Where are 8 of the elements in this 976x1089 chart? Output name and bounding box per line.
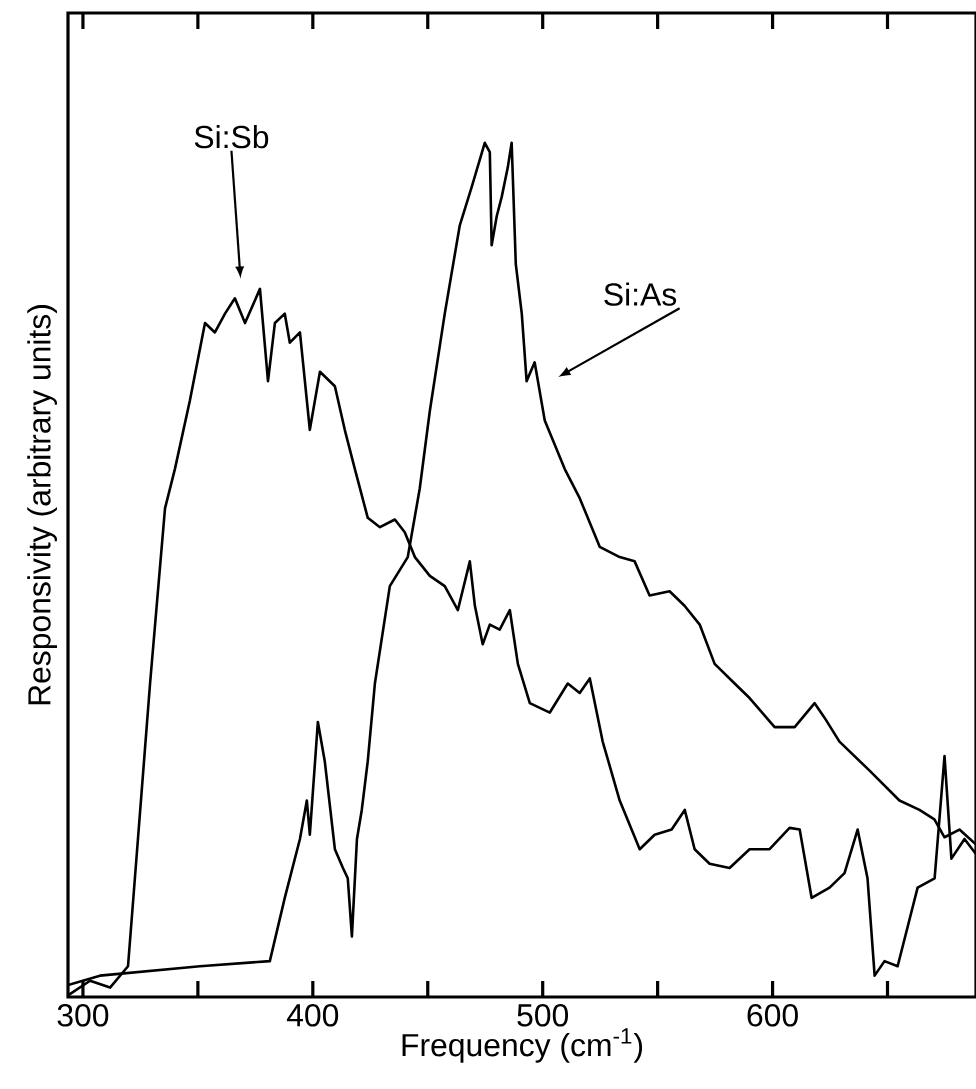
y-axis-title: Responsivity (arbitrary units) bbox=[27, 305, 57, 705]
x-tick-label: 500 bbox=[517, 1004, 569, 1027]
x-axis-title: Frequency (cm$^{-1}$) bbox=[402, 1028, 643, 1063]
annotation: Si:Sb bbox=[194, 124, 269, 149]
x-tick-label: 400 bbox=[286, 1004, 339, 1027]
x-tick-label: 300 bbox=[57, 1004, 109, 1027]
annotation: Si:As bbox=[604, 282, 677, 306]
x-tick-label: 600 bbox=[747, 1004, 798, 1027]
